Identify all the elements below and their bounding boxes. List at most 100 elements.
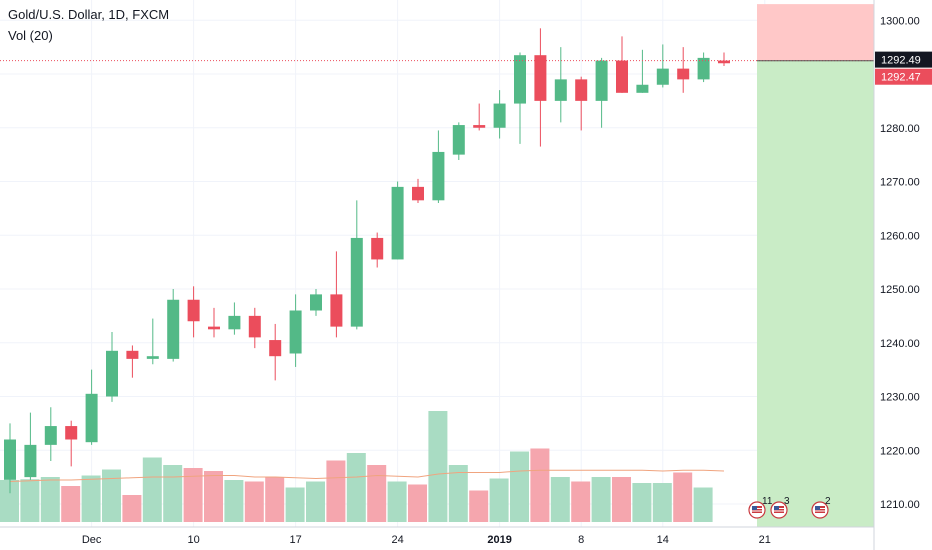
volume-bar (346, 453, 366, 522)
candle-down (677, 68, 690, 80)
volume-bar (61, 486, 81, 522)
candle-down (616, 60, 628, 93)
candle-up (106, 350, 118, 397)
candle-down (269, 340, 282, 357)
volume-bar (40, 477, 60, 522)
candle-down (371, 237, 384, 260)
x-tick-label: 2019 (487, 534, 511, 546)
volume-bar (122, 495, 142, 522)
volume-bar (428, 411, 448, 522)
volume-bar (244, 481, 264, 522)
candle-down (534, 55, 547, 101)
x-tick-label: 21 (759, 534, 771, 546)
x-tick-label: Dec (82, 534, 102, 546)
volume-bar (489, 478, 509, 522)
volume-bar (612, 477, 631, 522)
candle-up (432, 151, 445, 201)
volume-bar (20, 479, 40, 522)
volume-bar (183, 468, 203, 522)
volume-ma-line (9, 469, 725, 482)
candle-down (208, 326, 220, 330)
candle-up (228, 315, 241, 330)
candle-up (4, 439, 16, 480)
candle-down (248, 315, 261, 338)
volume-bar (163, 465, 183, 522)
volume-bar (0, 480, 19, 522)
economic-events[interactable]: 11 3 2 (748, 496, 831, 519)
y-tick-label: 1300.00 (880, 15, 920, 27)
y-tick-label: 1230.00 (880, 392, 920, 404)
candle-up (493, 103, 506, 128)
us-flag-canton (774, 506, 779, 510)
y-tick-label: 1220.00 (880, 445, 920, 457)
candle-up (289, 310, 302, 354)
candle-down (718, 60, 730, 64)
volume-bar (326, 460, 346, 522)
candle-up (697, 57, 710, 80)
event-count: 2 (825, 496, 831, 507)
x-tick-label: 17 (289, 534, 301, 546)
candle-down (412, 186, 424, 201)
volume-bar (550, 477, 570, 522)
us-flag-canton (815, 506, 820, 510)
y-tick-label: 1280.00 (880, 123, 920, 135)
take-profit-zone (757, 60, 874, 527)
candle-up (85, 393, 98, 443)
candle-up (44, 426, 57, 445)
volume-bar (632, 483, 652, 522)
candle-up (24, 444, 37, 478)
entry-price-tag (875, 68, 932, 85)
event-marker[interactable]: 3 (770, 496, 790, 519)
candle-down (330, 294, 343, 327)
volume-bar (571, 481, 591, 522)
volume-bar (408, 484, 427, 522)
volume-bar (285, 487, 305, 522)
x-tick-label: 24 (391, 534, 403, 546)
chart-title: Gold/U.S. Dollar, 1D, FXCM (8, 7, 170, 22)
current-price-label: 1292.49 (881, 55, 921, 67)
candle-up (656, 68, 669, 85)
volume-bar (510, 451, 529, 522)
stop-loss-zone (757, 4, 874, 61)
candle-down (473, 125, 486, 128)
volume-bars (0, 411, 725, 522)
volume-bar (306, 481, 325, 522)
volume-legend: Vol (20) (8, 28, 53, 43)
event-count: 3 (784, 496, 790, 507)
volume-bar (142, 457, 162, 522)
position-zones (757, 4, 874, 527)
candle-up (554, 79, 567, 101)
volume-bar (673, 472, 693, 522)
volume-bar (265, 477, 285, 522)
current-price-tag (875, 51, 932, 68)
candle-down (187, 299, 200, 322)
event-count: 11 (762, 496, 773, 507)
candle-up (167, 299, 180, 359)
candle-down (65, 426, 78, 440)
y-tick-label: 1260.00 (880, 230, 920, 242)
candle-up (452, 125, 465, 155)
x-tick-label: 10 (187, 534, 199, 546)
candle-up (146, 356, 159, 359)
candle-up (310, 294, 322, 311)
candle-down (575, 79, 588, 101)
candle-down (126, 350, 139, 359)
x-tick-label: 14 (657, 534, 669, 546)
volume-bar (204, 471, 223, 522)
candle-up (391, 186, 404, 260)
candle-up (636, 84, 649, 93)
candle-up (595, 60, 608, 101)
event-marker[interactable]: 11 (748, 496, 773, 519)
candles (4, 28, 730, 494)
volume-bar (693, 487, 713, 522)
event-marker[interactable]: 2 (811, 496, 831, 519)
y-tick-label: 1250.00 (880, 284, 920, 296)
x-tick-label: 8 (578, 534, 584, 546)
volume-bar (102, 469, 121, 522)
volume-bar (224, 480, 244, 522)
candle-up (350, 237, 363, 327)
y-tick-label: 1240.00 (880, 338, 920, 350)
volume-bar (387, 481, 407, 522)
